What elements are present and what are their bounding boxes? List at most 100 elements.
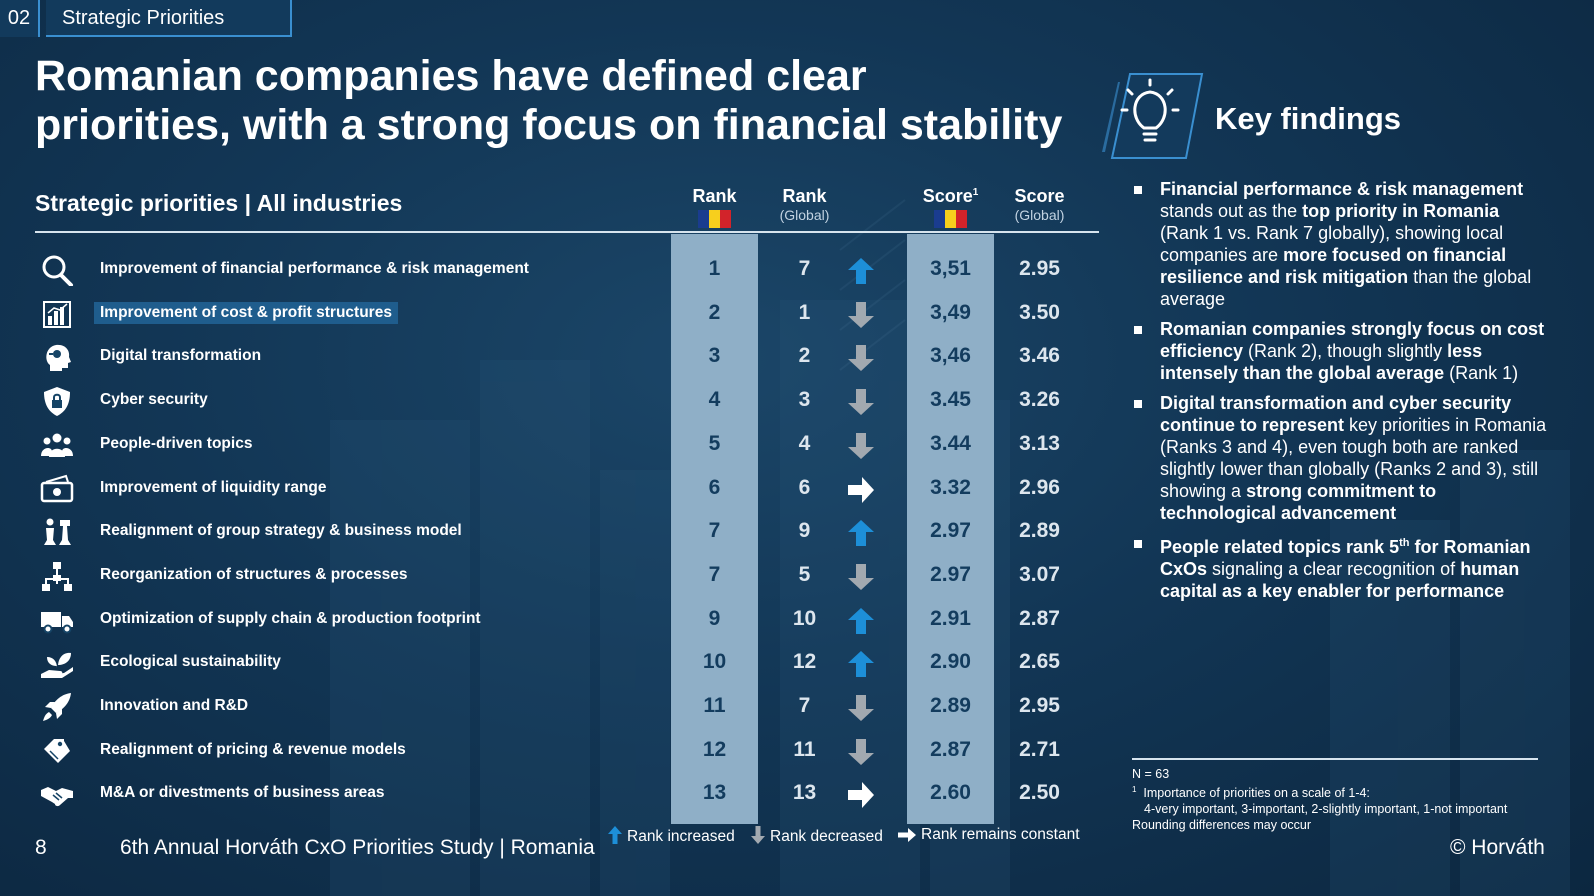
score-global-value: 2.96 xyxy=(1019,475,1060,499)
score-global-value: 3.07 xyxy=(1019,562,1060,586)
rank-global-value: 5 xyxy=(798,562,811,586)
priority-label: Optimization of supply chain & productio… xyxy=(100,609,481,627)
rank-header-label: Rank xyxy=(692,186,737,206)
rank-value: 7 xyxy=(708,562,721,586)
rank-global-value: 1 xyxy=(798,300,811,324)
cash-icon xyxy=(40,474,74,502)
section-tab: Strategic Priorities xyxy=(46,0,292,37)
rank-column-band xyxy=(671,234,758,824)
key-finding-text: key priorities in Romania (Ranks 3 and 4… xyxy=(1160,415,1547,501)
arrow-down-icon xyxy=(848,695,874,721)
table-row: Reorganization of structures & processes… xyxy=(35,554,1099,598)
key-findings-title: Key findings xyxy=(1215,101,1402,136)
footnote-marker: 1 xyxy=(1132,785,1137,794)
rank-global-value: 2 xyxy=(798,344,811,368)
arrow-right-icon xyxy=(848,782,874,809)
score-value: 3,51 xyxy=(930,257,971,280)
table-row: Realignment of pricing & revenue models 1… xyxy=(35,729,1099,773)
footnote-scale-values: 4-very important, 3-important, 2-slightl… xyxy=(1144,802,1508,817)
table-row: Innovation and R&D 11 7 2.89 2.95 xyxy=(35,685,1099,729)
priority-label: Reorganization of structures & processes xyxy=(100,565,408,583)
rank-global-header-label: Rank xyxy=(782,186,827,206)
rank-value: 5 xyxy=(708,431,721,455)
arrow-up-icon xyxy=(848,258,874,284)
rank-global-header-sub: (Global) xyxy=(779,207,830,223)
rank-global-value: 7 xyxy=(798,694,811,717)
chess-icon xyxy=(44,518,71,546)
rank-value: 6 xyxy=(708,475,721,499)
key-finding-text: People related topics rank 5 xyxy=(1160,537,1400,557)
score-global-value: 3.46 xyxy=(1019,344,1060,368)
arrow-down-icon xyxy=(848,345,874,372)
table-row: Improvement of liquidity range 6 6 3.32 2.96 xyxy=(35,467,1099,511)
priority-label: Innovation and R&D xyxy=(100,697,249,714)
score-value: 3,49 xyxy=(930,300,971,324)
rank-global-value: 9 xyxy=(798,519,811,543)
table-header-rule xyxy=(35,231,1099,233)
key-finding-text: (Rank 1 vs. Rank 7 globally), showing lo… xyxy=(1160,223,1504,265)
rank-value: 1 xyxy=(708,257,721,280)
shield-lock-icon xyxy=(44,387,70,417)
score-global-value: 2.65 xyxy=(1019,650,1060,674)
footer-study-title: 6th Annual Horváth CxO Priorities Study … xyxy=(120,836,595,859)
score-value: 2.87 xyxy=(930,737,971,761)
table-row: Improvement of financial performance & r… xyxy=(35,248,1099,292)
romania-flag-icon xyxy=(934,210,967,228)
footnote-scale: Importance of priorities on a scale of 1… xyxy=(1143,786,1370,801)
rank-value: 12 xyxy=(702,737,727,761)
section-number: 02 xyxy=(0,0,40,37)
key-finding-text: th xyxy=(1399,537,1410,549)
price-tag-icon xyxy=(44,738,70,763)
score-global-value: 3.13 xyxy=(1019,431,1060,455)
legend-label: Rank increased xyxy=(627,828,735,845)
score-value: 3.32 xyxy=(930,475,971,499)
rank-global-value: 7 xyxy=(798,257,811,280)
bar-chart-icon xyxy=(43,300,71,328)
legend-label: Rank remains constant xyxy=(921,826,1080,843)
score-global-header-sub: (Global) xyxy=(1014,207,1065,223)
rank-value: 10 xyxy=(702,650,727,674)
score-global-value: 2.71 xyxy=(1019,737,1060,761)
arrow-right-icon xyxy=(848,476,874,503)
rank-global-value: 13 xyxy=(792,781,817,805)
key-finding-text: signaling a clear recognition of xyxy=(1207,559,1461,579)
romania-flag-icon xyxy=(698,210,731,228)
key-finding-text: (Rank 2), though slightly xyxy=(1243,341,1448,361)
legend-rank-increased: Rank increased xyxy=(608,826,735,846)
handshake-icon xyxy=(41,787,73,807)
priority-label: Digital transformation xyxy=(100,347,262,365)
score-value: 3,46 xyxy=(930,344,971,368)
magnifier-icon xyxy=(42,255,73,286)
priority-label: Improvement of cost & profit structures xyxy=(94,301,398,324)
key-finding-text: for Romanian CxOs xyxy=(1160,537,1531,579)
arrow-down-icon xyxy=(848,738,874,765)
table-row: Cyber security 4 3 3.45 3.26 xyxy=(35,379,1099,423)
score-header-label: Score xyxy=(922,186,973,206)
rank-global-value: 3 xyxy=(798,388,811,412)
key-finding-text: strong commitment to technological advan… xyxy=(1160,481,1437,523)
legend-rank-decreased: Rank decreased xyxy=(751,826,883,846)
score-header-footnote-marker: 1 xyxy=(972,187,979,198)
section-title: Strategic Priorities xyxy=(62,7,225,29)
rank-global-value: 6 xyxy=(798,475,811,499)
priority-label: Realignment of pricing & revenue models xyxy=(100,740,406,758)
table-row: Realignment of group strategy & business… xyxy=(35,510,1099,554)
key-finding-text: more focused on financial resilience and… xyxy=(1160,245,1507,287)
rank-global-value: 10 xyxy=(792,606,817,630)
rocket-icon xyxy=(43,693,71,721)
arrow-right-icon xyxy=(898,828,916,842)
rank-value: 9 xyxy=(708,606,721,630)
key-finding-text: (Rank 1) xyxy=(1444,363,1519,383)
page-title-line-1: Romanian companies have defined clear xyxy=(35,52,867,100)
key-finding-text: stands out as the xyxy=(1160,201,1303,221)
arrow-up-icon xyxy=(608,826,622,844)
key-finding-text: less intensely than the global average xyxy=(1160,341,1483,383)
rank-global-value: 11 xyxy=(793,737,816,761)
score-global-header: Score (Global) xyxy=(996,186,1083,223)
footnote-sample-size: N = 63 xyxy=(1132,767,1170,781)
priority-label: Improvement of financial performance & r… xyxy=(100,260,529,277)
score-value: 2.90 xyxy=(930,650,971,674)
page-number: 8 xyxy=(35,836,47,859)
priority-label: M&A or divestments of business areas xyxy=(100,784,385,802)
page-title-line-2: priorities, with a strong focus on finan… xyxy=(35,101,1063,149)
